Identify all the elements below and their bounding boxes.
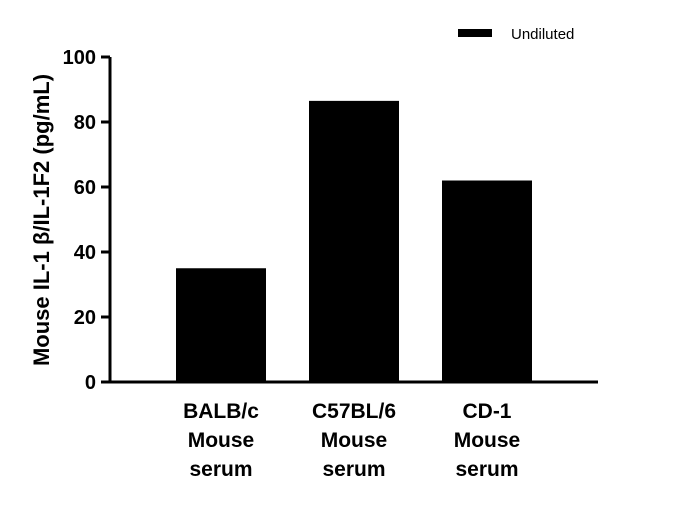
x-tick-label-1-0: C57BL/6 xyxy=(312,400,396,423)
bars-group xyxy=(176,100,532,382)
legend-label: Undiluted xyxy=(511,26,574,43)
bar-1 xyxy=(309,100,399,382)
y-tick-label-1: 20 xyxy=(74,307,96,329)
x-tick-label-2-0: CD-1 xyxy=(462,400,511,423)
bar-0 xyxy=(176,268,266,382)
y-tick-label-4: 80 xyxy=(74,112,96,134)
x-tick-label-0-0: BALB/c xyxy=(183,400,259,423)
x-tick-label-2-2: serum xyxy=(455,458,518,481)
axes-group xyxy=(108,57,598,384)
x-tick-label-1-1: Mouse xyxy=(321,429,388,452)
y-axis-title: Mouse IL-1 β/IL-1F2 (pg/mL) xyxy=(29,74,54,366)
legend-swatch xyxy=(458,29,492,37)
x-labels-group: BALB/c Mouse serum C57BL/6 Mouse serum CD-1 Mou… xyxy=(183,400,520,481)
y-tick-label-5: 100 xyxy=(63,47,96,69)
x-tick-label-2-1: Mouse xyxy=(454,429,521,452)
y-tick-label-0: 0 xyxy=(85,372,96,394)
x-tick-label-0-2: serum xyxy=(189,458,252,481)
x-tick-label-1-2: serum xyxy=(322,458,385,481)
legend: Undiluted xyxy=(458,26,574,43)
y-tick-label-2: 40 xyxy=(74,242,96,264)
x-tick-label-0-1: Mouse xyxy=(188,429,255,452)
bar-2 xyxy=(442,180,532,382)
y-ticks-group: 0 20 40 60 80 100 xyxy=(63,47,110,394)
y-tick-label-3: 60 xyxy=(74,177,96,199)
